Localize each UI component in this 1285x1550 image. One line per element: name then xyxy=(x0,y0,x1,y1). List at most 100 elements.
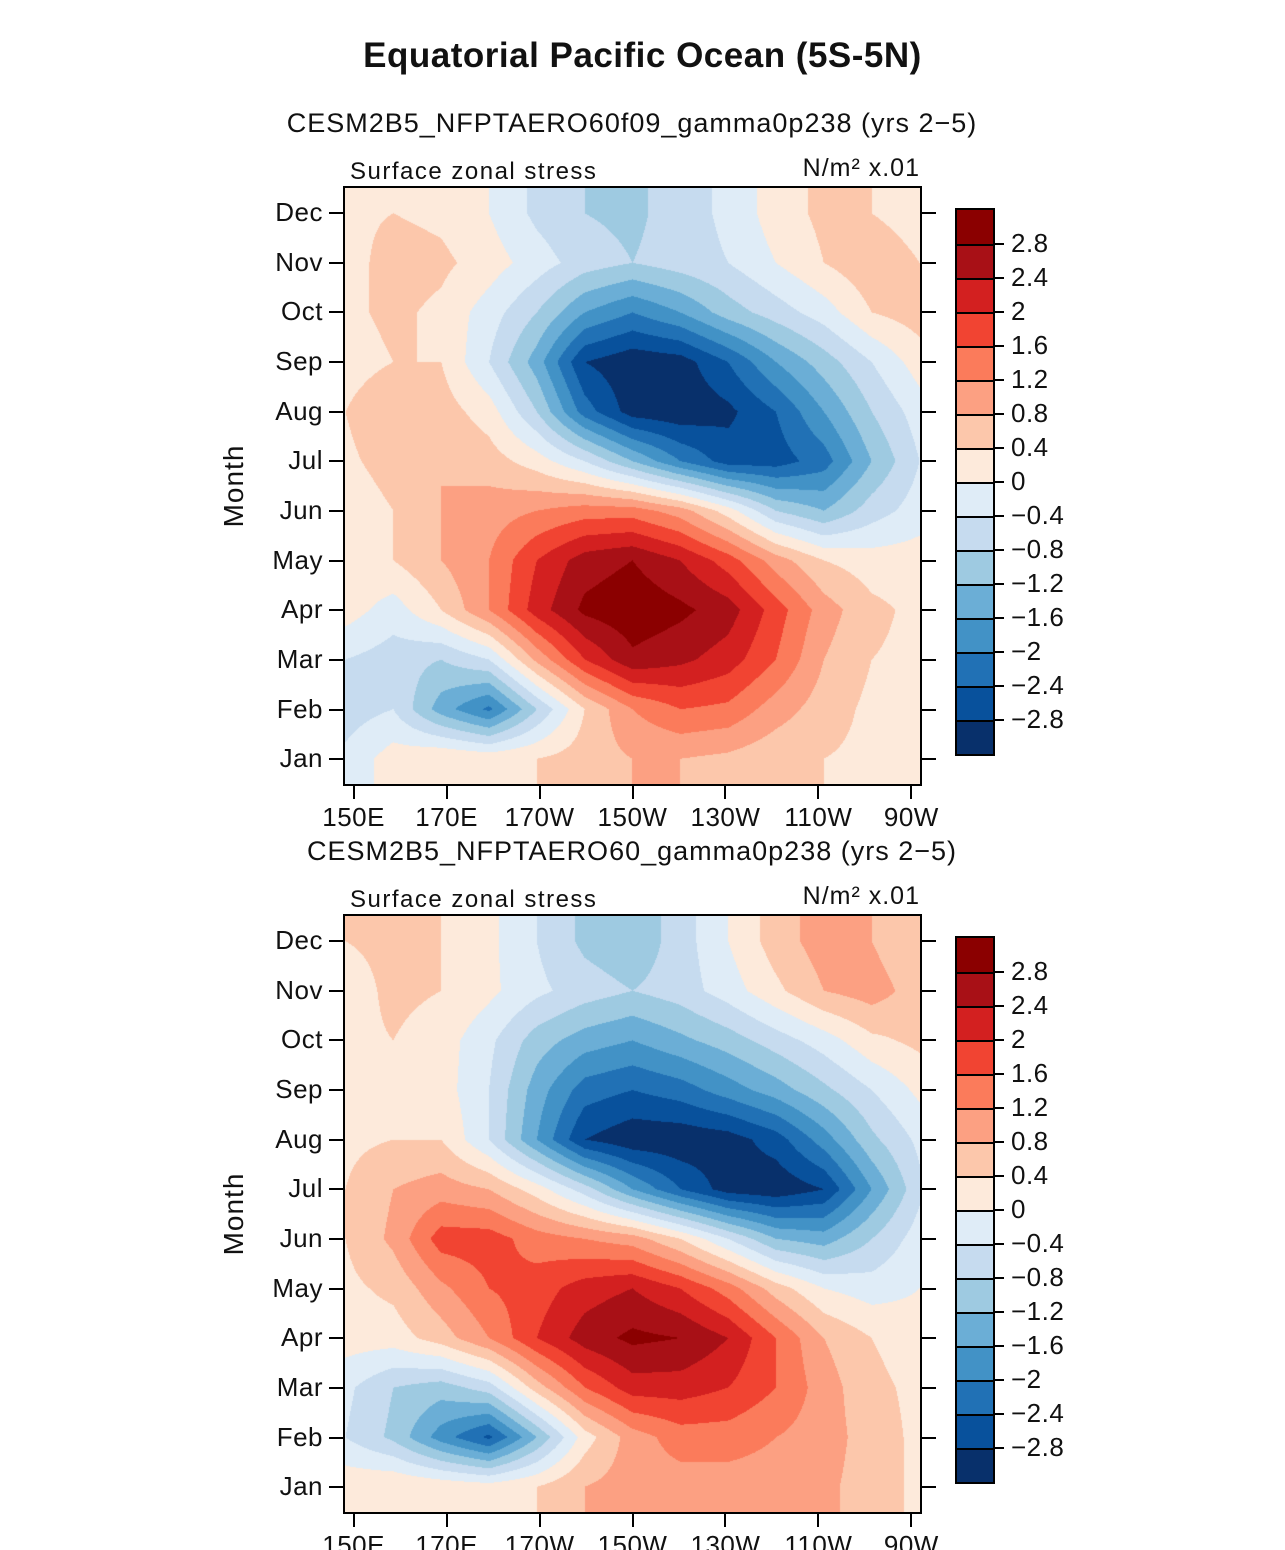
colorbar-tick-mark xyxy=(995,243,1004,245)
colorbar-tick-label: 2.4 xyxy=(1011,990,1049,1020)
y-tick-mark-left xyxy=(329,1237,343,1240)
y-tick-mark-right xyxy=(922,1138,936,1141)
colorbar-tick-mark xyxy=(995,1039,1004,1041)
y-tick-mark-left xyxy=(329,211,343,214)
plot-frame xyxy=(343,186,922,786)
panel-title: CESM2B5_NFPTAERO60f09_gamma0p238 (yrs 2−… xyxy=(286,108,978,138)
colorbar-tick-label: 1.6 xyxy=(1011,330,1049,360)
y-tick-mark-right xyxy=(922,1188,936,1191)
y-tick-mark-right xyxy=(922,1088,936,1091)
colorbar-cell xyxy=(957,1448,993,1482)
x-tick-mark xyxy=(817,786,820,799)
colorbar-cell xyxy=(957,244,993,278)
colorbar-tick-mark xyxy=(995,515,1004,517)
colorbar xyxy=(955,936,995,1484)
colorbar-cell xyxy=(957,448,993,482)
colorbar-tick-mark xyxy=(995,1209,1004,1211)
y-tick-label: Nov xyxy=(275,246,323,277)
colorbar-tick-label: 0.8 xyxy=(1011,398,1049,428)
x-tick-mark xyxy=(445,786,448,799)
colorbar-tick-mark xyxy=(995,1005,1004,1007)
colorbar-tick-mark xyxy=(995,1107,1004,1109)
colorbar-cell xyxy=(957,1346,993,1380)
y-tick-label: Apr xyxy=(281,1322,323,1353)
y-tick-label: Jan xyxy=(279,743,323,774)
y-tick-mark-right xyxy=(922,1386,936,1389)
y-tick-mark-left xyxy=(329,1188,343,1191)
colorbar-cell xyxy=(957,720,993,754)
y-tick-mark-right xyxy=(922,1436,936,1439)
colorbar-tick-label: −2 xyxy=(1011,636,1042,666)
y-tick-mark-right xyxy=(922,460,936,463)
panel-top: CESM2B5_NFPTAERO60f09_gamma0p238 (yrs 2−… xyxy=(0,100,1285,835)
colorbar-tick-mark xyxy=(995,971,1004,973)
colorbar-cell xyxy=(957,210,993,244)
y-tick-label: Aug xyxy=(275,1123,323,1154)
y-tick-label: Oct xyxy=(281,1024,323,1055)
y-tick-label: Mar xyxy=(276,1371,323,1402)
x-tick-label: 170E xyxy=(415,1530,478,1550)
x-tick-mark xyxy=(352,1514,355,1527)
colorbar-cell xyxy=(957,346,993,380)
x-tick-mark xyxy=(631,786,634,799)
x-tick-label: 170E xyxy=(415,802,478,832)
x-tick-label: 110W xyxy=(784,1530,853,1550)
y-tick-mark-right xyxy=(922,360,936,363)
y-tick-mark-right xyxy=(922,1337,936,1340)
x-tick-label: 90W xyxy=(883,802,939,832)
colorbar-tick-mark xyxy=(995,1175,1004,1177)
y-tick-mark-left xyxy=(329,559,343,562)
colorbar-cell xyxy=(957,618,993,652)
y-tick-mark-right xyxy=(922,989,936,992)
y-tick-mark-left xyxy=(329,1287,343,1290)
plot-units-label: N/m² x.01 xyxy=(802,154,920,182)
y-tick-mark-right xyxy=(922,559,936,562)
colorbar-tick-mark xyxy=(995,617,1004,619)
y-tick-label: Sep xyxy=(275,345,323,376)
colorbar-tick-mark xyxy=(995,481,1004,483)
y-tick-mark-left xyxy=(329,410,343,413)
y-tick-mark-left xyxy=(329,509,343,512)
x-tick-mark xyxy=(538,1514,541,1527)
x-tick-mark xyxy=(445,1514,448,1527)
colorbar-tick-mark xyxy=(995,1413,1004,1415)
y-tick-label: Jul xyxy=(288,445,323,476)
colorbar-cell xyxy=(957,1108,993,1142)
colorbar-tick-label: 0.8 xyxy=(1011,1126,1049,1156)
colorbar-tick-label: 0.4 xyxy=(1011,1160,1049,1190)
y-tick-mark-right xyxy=(922,1039,936,1042)
x-tick-label: 150E xyxy=(322,1530,385,1550)
y-tick-mark-right xyxy=(922,1287,936,1290)
y-tick-label: May xyxy=(272,1272,323,1303)
colorbar-tick-label: −1.6 xyxy=(1011,602,1065,632)
colorbar xyxy=(955,208,995,756)
y-tick-label: Mar xyxy=(276,643,323,674)
panel-bottom: CESM2B5_NFPTAERO60_gamma0p238 (yrs 2−5) … xyxy=(0,828,1285,1550)
y-tick-mark-left xyxy=(329,609,343,612)
colorbar-tick-label: −2.4 xyxy=(1011,670,1065,700)
colorbar-cell xyxy=(957,1380,993,1414)
colorbar-tick-label: 0 xyxy=(1011,466,1026,496)
colorbar-cell xyxy=(957,312,993,346)
colorbar-cell xyxy=(957,482,993,516)
colorbar-tick-label: −0.4 xyxy=(1011,1228,1065,1258)
colorbar-cell xyxy=(957,652,993,686)
colorbar-cell xyxy=(957,1210,993,1244)
colorbar-tick-mark xyxy=(995,1345,1004,1347)
y-tick-mark-left xyxy=(329,1088,343,1091)
x-tick-label: 150E xyxy=(322,802,385,832)
y-tick-mark-right xyxy=(922,708,936,711)
colorbar-tick-mark xyxy=(995,583,1004,585)
colorbar-cell xyxy=(957,1312,993,1346)
y-tick-mark-right xyxy=(922,658,936,661)
colorbar-cell xyxy=(957,938,993,972)
x-tick-mark xyxy=(538,786,541,799)
plot-units-label: N/m² x.01 xyxy=(802,882,920,910)
colorbar-tick-label: 2.4 xyxy=(1011,262,1049,292)
y-tick-mark-right xyxy=(922,509,936,512)
y-tick-mark-right xyxy=(922,609,936,612)
y-tick-label: Jun xyxy=(279,494,323,525)
colorbar-cell xyxy=(957,1074,993,1108)
y-tick-mark-left xyxy=(329,311,343,314)
